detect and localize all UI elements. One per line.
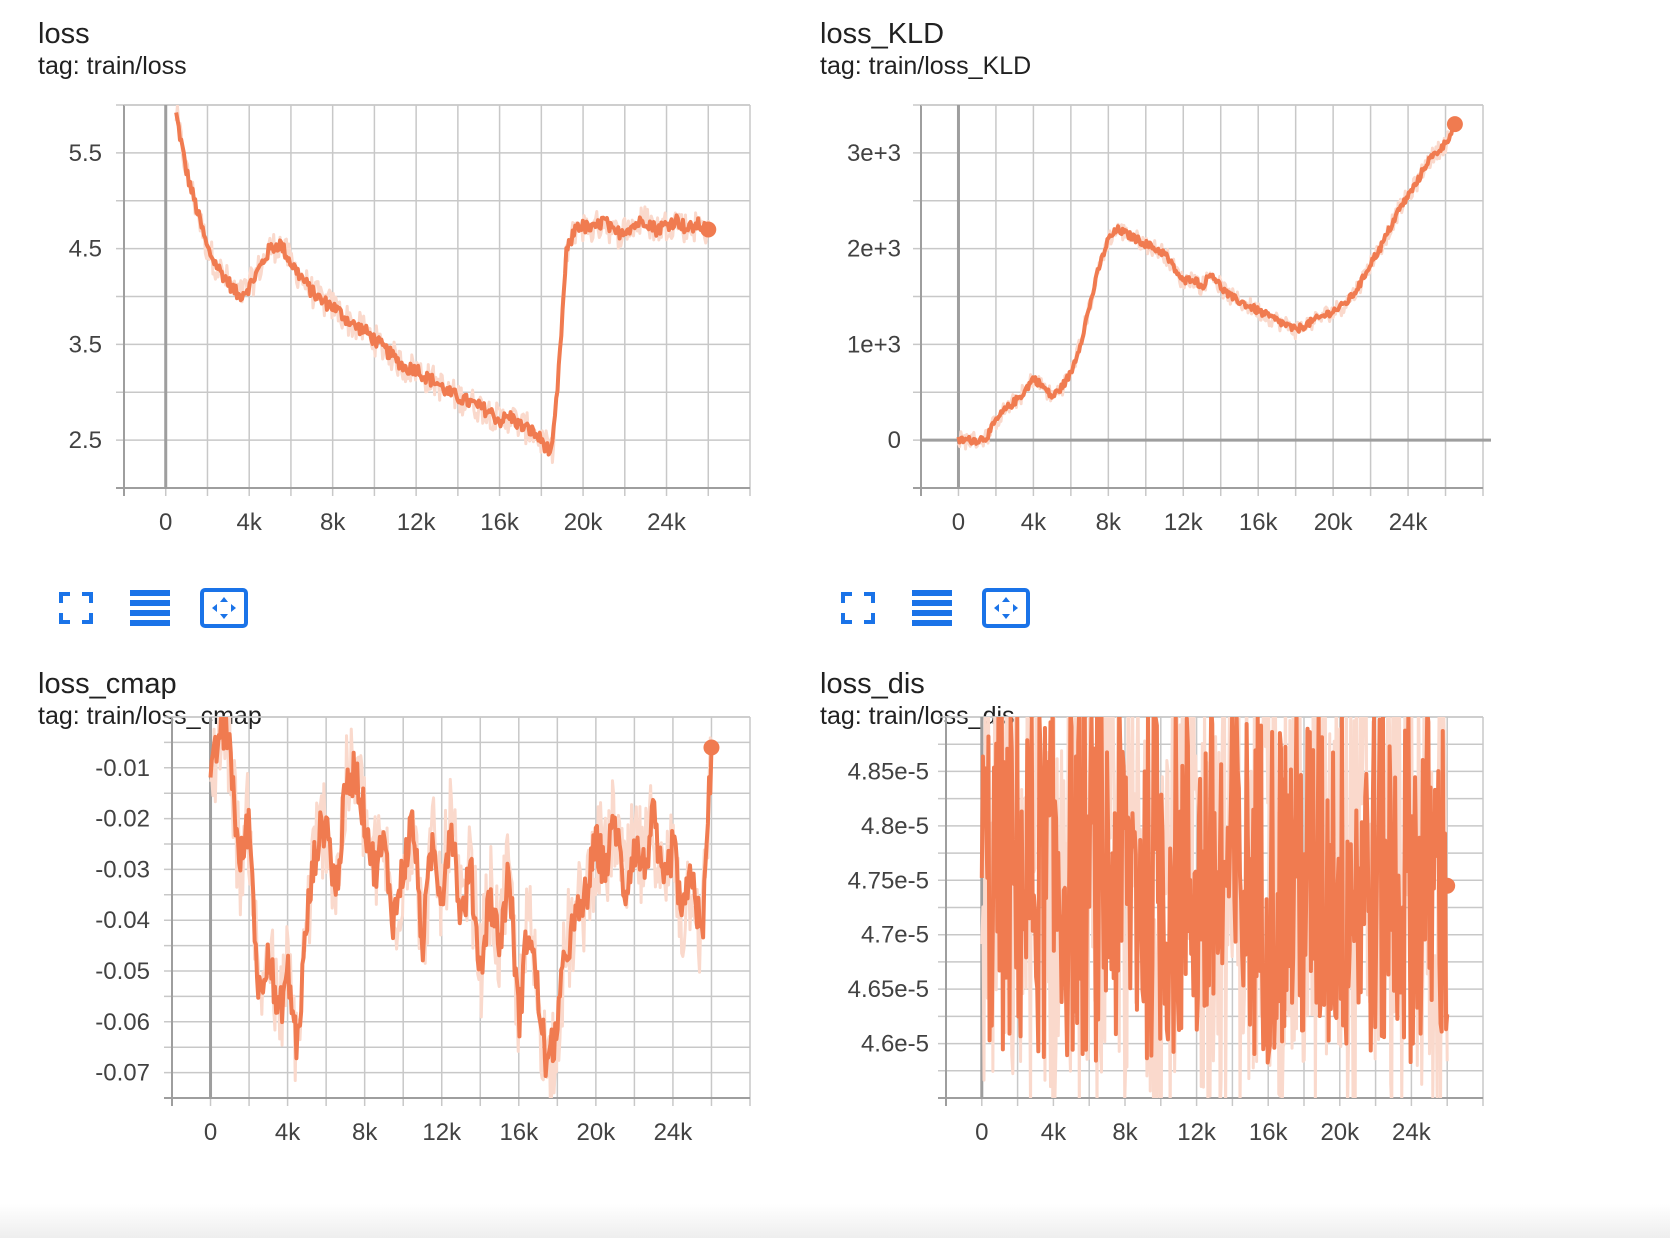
y-tick-label: 2.5 — [69, 427, 102, 454]
lines-icon[interactable] — [906, 586, 958, 630]
chart-loss-cmap[interactable]: 0 4k 8k 12k 16k 20k 24k -0.01 -0.02 -0.03 -0.04 -0.… — [0, 650, 835, 1238]
x-tick-label: 4k — [275, 1119, 301, 1146]
y-tick-label: 3e+3 — [847, 140, 901, 167]
panel-title: loss_dis — [820, 668, 925, 700]
y-tick-label: -0.05 — [95, 958, 150, 985]
smoothed-series-line — [956, 123, 1457, 446]
smoothed-series-line — [979, 717, 1450, 1065]
y-tick-label: 4.7e-5 — [861, 922, 929, 949]
x-tick-label: 20k — [564, 509, 604, 536]
panel-loss: loss tag: train/loss — [38, 18, 818, 618]
x-tick-label: 8k — [1096, 509, 1122, 536]
chart-loss-kld[interactable]: 0 4k 8k 12k 16k 20k 24k 0 1e+3 2e+3 3e+3 — [835, 0, 1670, 600]
x-tick-label: 24k — [654, 1119, 694, 1146]
y-tick-label: -0.04 — [95, 907, 150, 934]
panel-loss-cmap: loss_cmap tag: train/loss_cmap — [38, 668, 818, 1228]
fit-domain-icon[interactable] — [198, 586, 250, 630]
panel-tag: tag: train/loss_KLD — [820, 52, 1032, 80]
y-tick-label: 4.6e-5 — [861, 1031, 929, 1058]
y-tick-label: 4.5 — [69, 236, 102, 263]
panel-loss-kld: loss_KLD tag: train/loss_KLD — [820, 18, 1600, 618]
x-tick-label: 16k — [480, 509, 520, 536]
series-end-point — [1446, 116, 1463, 133]
y-tick-label: -0.07 — [95, 1060, 150, 1087]
series-end-point — [703, 739, 720, 756]
lines-icon[interactable] — [124, 586, 176, 630]
series-end-point — [700, 221, 717, 238]
x-tick-label: 20k — [1314, 509, 1354, 536]
chart-controls — [50, 586, 250, 630]
y-tick-label: 2e+3 — [847, 236, 901, 263]
smoothed-series-line — [208, 717, 714, 1079]
chart-controls — [832, 586, 1032, 630]
x-tick-label: 24k — [647, 509, 687, 536]
x-tick-label: 0 — [975, 1119, 988, 1146]
panel-loss-dis: loss_dis tag: train/loss_dis — [820, 668, 1600, 1228]
x-tick-label: 0 — [952, 509, 965, 536]
x-tick-label: 12k — [422, 1119, 462, 1146]
fullscreen-icon[interactable] — [832, 586, 884, 630]
series-group — [174, 105, 711, 464]
y-tick-label: 0 — [888, 427, 901, 454]
y-tick-label: 4.65e-5 — [848, 976, 929, 1003]
y-tick-label: 4.85e-5 — [848, 758, 929, 785]
fullscreen-icon[interactable] — [50, 586, 102, 630]
x-tick-label: 20k — [1320, 1119, 1360, 1146]
bottom-fade — [0, 1204, 1670, 1238]
y-tick-label: 5.5 — [69, 140, 102, 167]
y-tick-label: 1e+3 — [847, 331, 901, 358]
x-tick-label: 20k — [577, 1119, 617, 1146]
x-tick-label: 4k — [1041, 1119, 1067, 1146]
x-tick-label: 12k — [1164, 509, 1204, 536]
series-end-point — [1439, 877, 1456, 894]
x-tick-label: 12k — [1177, 1119, 1217, 1146]
x-tick-label: 0 — [204, 1119, 217, 1146]
fit-domain-icon[interactable] — [980, 586, 1032, 630]
series-group — [208, 717, 714, 1098]
x-tick-label: 4k — [1021, 509, 1047, 536]
y-tick-label: -0.01 — [95, 755, 150, 782]
panel-title: loss — [38, 18, 90, 50]
y-tick-label: -0.06 — [95, 1009, 150, 1036]
x-tick-label: 8k — [1112, 1119, 1138, 1146]
smoothed-series-line — [174, 112, 711, 457]
x-tick-label: 12k — [397, 509, 437, 536]
panel-title: loss_cmap — [38, 668, 177, 700]
x-tick-label: 24k — [1389, 509, 1429, 536]
x-tick-label: 16k — [1239, 509, 1279, 536]
raw-series-line — [174, 105, 710, 464]
x-tick-label: 0 — [159, 509, 172, 536]
chart-loss[interactable]: 0 4k 8k 12k 16k 20k 24k 2.5 3.5 4.5 5.5 — [0, 0, 835, 600]
x-tick-label: 8k — [352, 1119, 378, 1146]
chart-loss-dis[interactable]: 0 4k 8k 12k 16k 20k 24k 4.85e-5 4.8e-5 4.75e-5 4.7… — [835, 650, 1670, 1238]
y-tick-label: -0.03 — [95, 856, 150, 883]
series-group — [979, 717, 1450, 1098]
panel-title: loss_KLD — [820, 18, 945, 50]
series-group — [956, 117, 1457, 451]
raw-series-line — [209, 717, 713, 1098]
x-tick-label: 8k — [320, 509, 346, 536]
x-tick-label: 4k — [237, 509, 263, 536]
y-tick-label: 4.75e-5 — [848, 867, 929, 894]
y-tick-label: 3.5 — [69, 331, 102, 358]
panel-tag: tag: train/loss — [38, 52, 187, 80]
y-tick-label: -0.02 — [95, 806, 150, 833]
y-tick-label: 4.8e-5 — [861, 813, 929, 840]
x-tick-label: 24k — [1392, 1119, 1432, 1146]
x-tick-label: 16k — [1249, 1119, 1289, 1146]
x-tick-label: 16k — [499, 1119, 539, 1146]
